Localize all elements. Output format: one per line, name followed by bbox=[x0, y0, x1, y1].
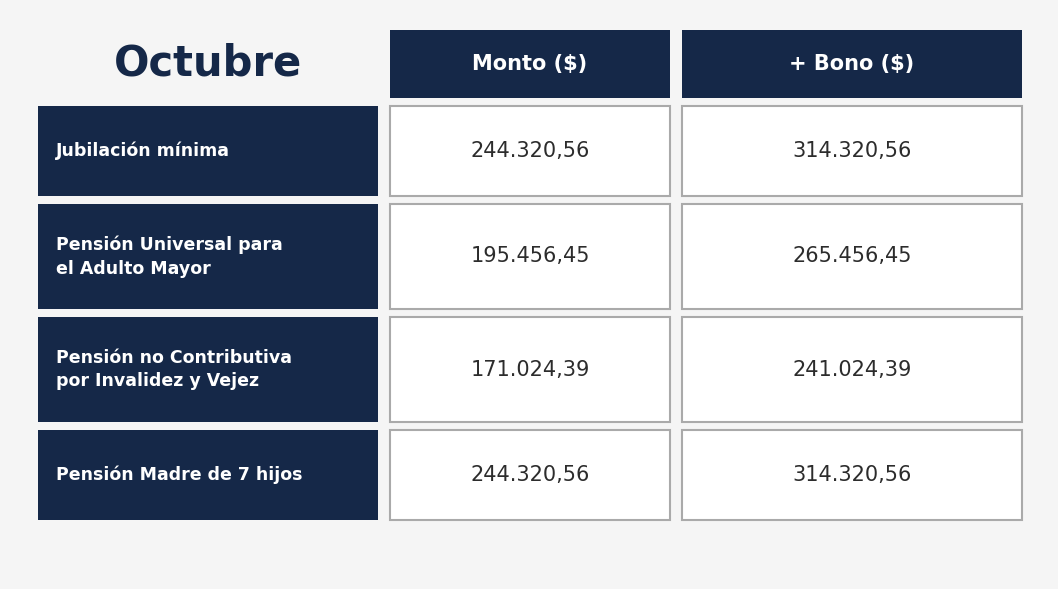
Text: 244.320,56: 244.320,56 bbox=[471, 465, 589, 485]
Bar bbox=[682, 30, 1022, 98]
Bar bbox=[390, 106, 670, 196]
Bar bbox=[682, 317, 1022, 422]
Text: 314.320,56: 314.320,56 bbox=[792, 465, 912, 485]
Bar bbox=[682, 204, 1022, 309]
Text: Jubilación mínima: Jubilación mínima bbox=[56, 142, 230, 160]
Text: 195.456,45: 195.456,45 bbox=[470, 247, 589, 266]
Text: 241.024,39: 241.024,39 bbox=[792, 359, 912, 379]
Bar bbox=[682, 430, 1022, 520]
Text: 171.024,39: 171.024,39 bbox=[471, 359, 589, 379]
Bar bbox=[38, 430, 378, 520]
Text: Pensión no Contributiva
por Invalidez y Vejez: Pensión no Contributiva por Invalidez y … bbox=[56, 349, 292, 391]
Text: 265.456,45: 265.456,45 bbox=[792, 247, 912, 266]
Text: Pensión Universal para
el Adulto Mayor: Pensión Universal para el Adulto Mayor bbox=[56, 236, 282, 277]
Bar bbox=[38, 106, 378, 196]
Text: Pensión Madre de 7 hijos: Pensión Madre de 7 hijos bbox=[56, 466, 303, 484]
Text: 314.320,56: 314.320,56 bbox=[792, 141, 912, 161]
Bar bbox=[390, 430, 670, 520]
Text: Monto ($): Monto ($) bbox=[473, 54, 587, 74]
Bar bbox=[390, 30, 670, 98]
Text: 244.320,56: 244.320,56 bbox=[471, 141, 589, 161]
Text: + Bono ($): + Bono ($) bbox=[789, 54, 914, 74]
Bar bbox=[390, 204, 670, 309]
Bar bbox=[38, 317, 378, 422]
Text: Octubre: Octubre bbox=[114, 43, 303, 85]
Bar bbox=[390, 317, 670, 422]
Bar bbox=[682, 106, 1022, 196]
Bar bbox=[38, 204, 378, 309]
